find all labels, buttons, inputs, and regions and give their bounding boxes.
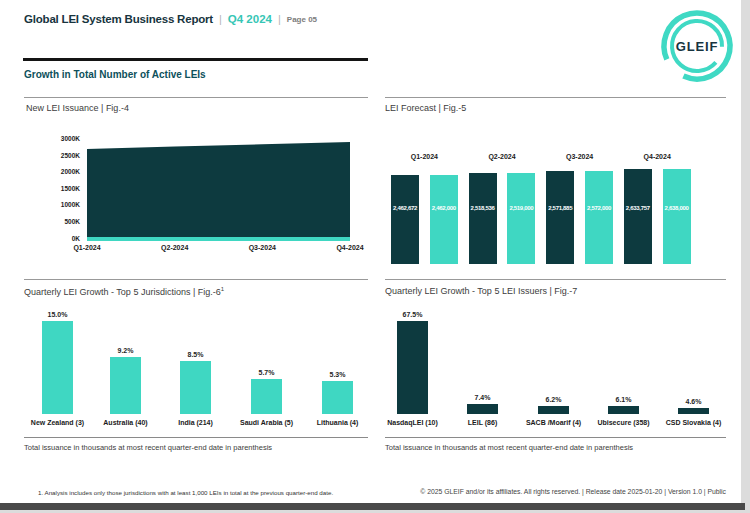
- bar-value-Lithuania (4): 5.3%: [318, 371, 358, 378]
- chart-panel-fig6: Quarterly LEI Growth - Top 5 Jurisdictio…: [24, 279, 368, 437]
- bar-category-Ubisecure (358): Ubisecure (358): [585, 419, 663, 427]
- bar-value-NasdaqLEI (10): 67.5%: [393, 311, 433, 318]
- bar-value-Ubisecure (358): 6.1%: [604, 396, 644, 403]
- header-rule: [23, 58, 368, 61]
- bar-Australia (40): [110, 357, 141, 414]
- fig5-bar-forecast-Q1-2024: [430, 175, 458, 264]
- fig5-bar-value: 2,572,000: [585, 205, 613, 211]
- header-separator: |: [278, 13, 281, 25]
- bar-value-Saudi Arabia (5): 5.7%: [247, 369, 287, 376]
- fig7-note: Total issuance in thousands at most rece…: [385, 437, 726, 452]
- fig5-bar-actual-Q3-2024: [546, 171, 574, 264]
- bar-New Zealand (3): [42, 321, 73, 414]
- fig4-xtick-Q3-2024: Q3-2024: [240, 244, 284, 251]
- fig4-ytick-1500K: 1500K: [50, 185, 80, 192]
- page-bottom-bar: [0, 503, 745, 510]
- bar-category-New Zealand (3): New Zealand (3): [22, 419, 94, 427]
- fig4-xtick-Q2-2024: Q2-2024: [153, 244, 197, 251]
- fig4-xtick-Q1-2024: Q1-2024: [65, 244, 109, 251]
- fig5-bar-actual-Q1-2024: [391, 175, 419, 264]
- bar-LEIL (86): [467, 404, 498, 414]
- report-title: Global LEI System Business Report: [24, 13, 213, 25]
- copyright-line: © 2025 GLEIF and/or its affiliates. All …: [385, 488, 726, 495]
- fig4-newly-issued-area: [87, 237, 350, 241]
- fig5-title: LEI Forecast | Fig.-5: [385, 103, 466, 113]
- bar-Saudi Arabia (5): [251, 379, 282, 414]
- chart-panel-fig5: LEI Forecast | Fig.-5 Actual Active LEIs…: [385, 97, 726, 279]
- fig5-bar-forecast-Q3-2024: [585, 171, 613, 264]
- bar-value-SACB /Moarif (4): 6.2%: [534, 396, 574, 403]
- chart-panel-fig4: New LEI Issuance | Fig.-4 Total LEIsNewl…: [24, 97, 368, 279]
- section-title: Growth in Total Number of Active LEIs: [24, 69, 206, 80]
- report-page: Global LEI System Business Report | Q4 2…: [0, 0, 750, 513]
- bar-category-Australia (40): Australia (40): [90, 419, 162, 427]
- bar-SACB /Moarif (4): [538, 406, 569, 415]
- fig5-bar-actual-Q4-2024: [624, 169, 652, 264]
- fig5-bar-actual-Q2-2024: [469, 173, 497, 264]
- report-quarter: Q4 2024: [228, 13, 272, 25]
- fig7-title: Quarterly LEI Growth - Top 5 LEI Issuers…: [385, 286, 577, 296]
- fig4-ytick-2500K: 2500K: [50, 152, 80, 159]
- fig5-bar-value: 2,633,757: [624, 205, 652, 211]
- fig6-title: Quarterly LEI Growth - Top 5 Jurisdictio…: [24, 286, 224, 297]
- fig5-bar-value: 2,571,885: [546, 205, 574, 211]
- fig4-xtick-Q4-2024: Q4-2024: [328, 244, 372, 251]
- bar-Lithuania (4): [322, 381, 353, 414]
- fig6-title-footnote-marker: 1: [221, 286, 224, 292]
- fig4-ytick-2000K: 2000K: [50, 168, 80, 175]
- fig4-total-leis-area: [87, 142, 350, 237]
- footnote: 1. Analysis includes only those jurisdic…: [38, 489, 333, 496]
- fig5-group-label-Q3-2024: Q3-2024: [555, 153, 605, 160]
- fig5-group-label-Q2-2024: Q2-2024: [477, 153, 527, 160]
- bar-value-CSD Slovakia (4): 4.6%: [674, 398, 714, 405]
- fig4-ytick-3000K: 3000K: [50, 135, 80, 142]
- fig4-plot-svg: [87, 138, 350, 242]
- bar-category-NasdaqLEI (10): NasdaqLEI (10): [374, 419, 452, 427]
- fig5-bar-value: 2,518,536: [469, 205, 497, 211]
- bar-category-CSD Slovakia (4): CSD Slovakia (4): [655, 419, 733, 427]
- logo-text: GLEIF: [676, 39, 718, 54]
- bar-category-LEIL (86): LEIL (86): [444, 419, 522, 427]
- bar-category-India (214): India (214): [160, 419, 232, 427]
- bar-NasdaqLEI (10): [397, 321, 428, 414]
- bar-category-Lithuania (4): Lithuania (4): [302, 419, 374, 427]
- bar-value-LEIL (86): 7.4%: [463, 394, 503, 401]
- fig4-ytick-0K: 0K: [50, 235, 80, 242]
- gleif-logo: GLEIF: [655, 4, 739, 88]
- chart-panel-fig7: Quarterly LEI Growth - Top 5 LEI Issuers…: [385, 279, 726, 437]
- bar-value-Australia (40): 9.2%: [106, 347, 146, 354]
- fig5-group-label-Q4-2024: Q4-2024: [632, 153, 682, 160]
- bar-Ubisecure (358): [608, 406, 639, 414]
- header-separator: |: [219, 13, 222, 25]
- fig4-title: New LEI Issuance | Fig.-4: [26, 103, 129, 113]
- bar-category-SACB /Moarif (4): SACB /Moarif (4): [515, 419, 593, 427]
- bar-CSD Slovakia (4): [678, 408, 709, 414]
- bar-category-Saudi Arabia (5): Saudi Arabia (5): [231, 419, 303, 427]
- fig5-bar-value: 2,462,000: [430, 205, 458, 211]
- fig6-note: Total issuance in thousands at most rece…: [24, 437, 368, 452]
- fig5-bar-forecast-Q4-2024: [663, 169, 691, 264]
- fig6-title-text: Quarterly LEI Growth - Top 5 Jurisdictio…: [24, 287, 221, 297]
- fig5-bar-value: 2,462,672: [391, 205, 419, 211]
- bar-value-New Zealand (3): 15.0%: [38, 311, 78, 318]
- fig4-ytick-1000K: 1000K: [50, 201, 80, 208]
- fig5-bar-value: 2,519,000: [507, 205, 535, 211]
- page-number: Page 05: [287, 15, 317, 25]
- fig5-group-label-Q1-2024: Q1-2024: [399, 153, 449, 160]
- bar-value-India (214): 8.5%: [176, 351, 216, 358]
- report-header: Global LEI System Business Report | Q4 2…: [24, 13, 317, 25]
- fig5-bar-forecast-Q2-2024: [507, 173, 535, 264]
- fig5-bar-value: 2,638,000: [663, 205, 691, 211]
- fig4-ytick-500K: 500K: [50, 218, 80, 225]
- bar-India (214): [180, 361, 211, 414]
